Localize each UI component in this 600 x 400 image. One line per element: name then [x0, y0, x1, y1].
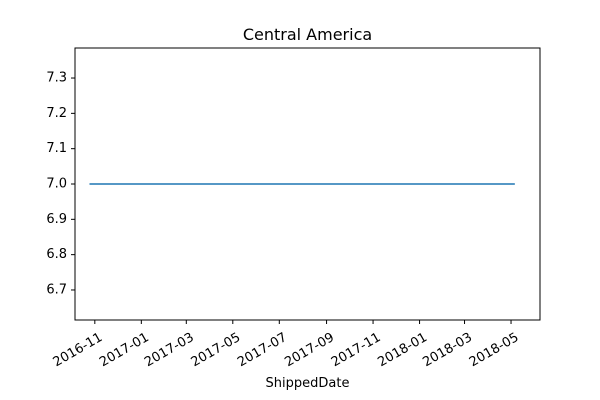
x-tick-label: 2017-05	[189, 330, 244, 370]
x-tick-label: 2018-01	[375, 330, 430, 370]
x-axis-label: ShippedDate	[266, 376, 350, 391]
x-tick-label: 2016-11	[51, 330, 106, 370]
x-tick-label: 2017-09	[282, 330, 337, 370]
y-tick-label: 7.2	[46, 106, 67, 121]
x-tick-label: 2018-05	[467, 330, 522, 370]
y-tick-label: 6.8	[46, 247, 67, 262]
x-tick-label: 2017-01	[97, 330, 152, 370]
x-tick-label: 2017-11	[329, 330, 384, 370]
x-tick-label: 2018-03	[420, 330, 475, 370]
x-axis-ticks: 2016-112017-012017-032017-052017-072017-…	[51, 320, 522, 370]
x-tick-label: 2017-07	[235, 330, 290, 370]
y-axis-ticks: 6.7 6.8 6.9 7.0 7.1 7.2 7.3	[46, 71, 75, 297]
y-tick-label: 7.0	[46, 177, 67, 192]
chart-title: Central America	[243, 25, 372, 44]
y-tick-label: 7.3	[46, 71, 67, 86]
y-tick-label: 7.1	[46, 141, 67, 156]
x-tick-label: 2017-03	[142, 330, 197, 370]
y-tick-label: 6.7	[46, 282, 67, 297]
y-tick-label: 6.9	[46, 212, 67, 227]
